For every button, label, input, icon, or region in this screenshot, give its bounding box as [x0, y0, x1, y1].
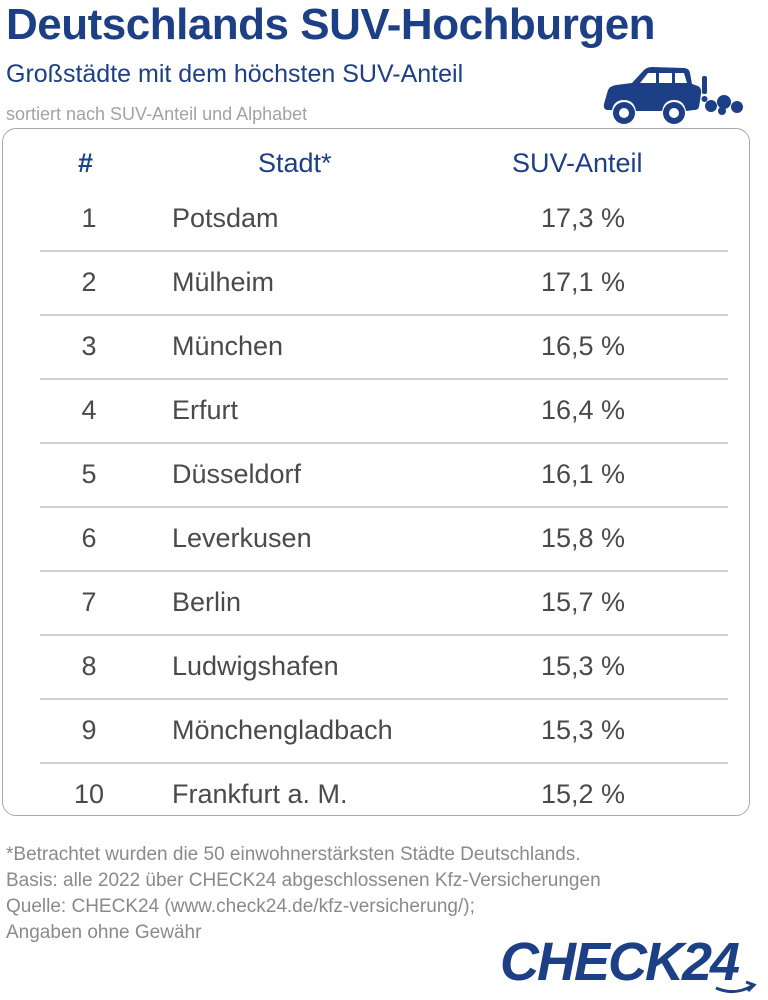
rank-cell: 5 — [81, 459, 97, 489]
row-divider — [40, 250, 728, 252]
share-cell: 16,4 % — [540, 395, 626, 425]
suv-car-icon — [603, 67, 743, 124]
column-header-city: Stadt* — [258, 148, 332, 178]
column-header-rank: # — [78, 148, 94, 178]
row-divider — [40, 378, 728, 380]
share-cell: 16,5 % — [540, 331, 626, 361]
column-header-share: SUV-Anteil — [512, 148, 643, 178]
row-divider — [40, 314, 728, 316]
city-cell: Ludwigshafen — [172, 651, 339, 681]
city-cell: Berlin — [172, 587, 242, 617]
ranking-table — [2, 128, 750, 816]
table-row: 3 München 16,5 % — [0, 314, 768, 378]
share-cell: 15,3 % — [540, 715, 626, 745]
footnote-line: *Betrachtet wurden die 50 einwohnerstärk… — [6, 844, 581, 865]
rank-cell: 2 — [81, 267, 97, 297]
check24-logo: CHECK24 — [500, 932, 757, 993]
row-divider — [40, 698, 728, 700]
table-row: 7 Berlin 15,7 % — [0, 570, 768, 634]
rank-cell: 4 — [81, 395, 97, 425]
table-row: 8 Ludwigshafen 15,3 % — [0, 634, 768, 698]
share-cell: 17,1 % — [540, 267, 626, 297]
share-cell: 17,3 % — [540, 203, 626, 233]
row-divider — [40, 570, 728, 572]
page-subtitle: Großstädte mit dem höchsten SUV-Anteil — [6, 60, 464, 88]
rank-cell: 6 — [81, 523, 97, 553]
rank-cell: 8 — [81, 651, 97, 681]
row-divider — [40, 634, 728, 636]
share-cell: 15,2 % — [540, 779, 626, 809]
city-cell: München — [172, 331, 284, 361]
footnote-line: Angaben ohne Gewähr — [6, 922, 202, 943]
table-row: 1 Potsdam 17,3 % — [0, 186, 768, 250]
rank-cell: 7 — [81, 587, 97, 617]
city-cell: Erfurt — [172, 395, 239, 425]
row-divider — [40, 762, 728, 764]
city-cell: Potsdam — [172, 203, 279, 233]
row-divider — [40, 506, 728, 508]
table-row: 2 Mülheim 17,1 % — [0, 250, 768, 314]
share-cell: 15,7 % — [540, 587, 626, 617]
table-row: 10 Frankfurt a. M. 15,2 % — [0, 762, 768, 826]
city-cell: Düsseldorf — [172, 459, 302, 489]
table-row: 5 Düsseldorf 16,1 % — [0, 442, 768, 506]
share-cell: 16,1 % — [540, 459, 626, 489]
rank-cell: 9 — [81, 715, 97, 745]
footnote-line: Basis: alle 2022 über CHECK24 abgeschlos… — [6, 870, 601, 891]
sort-note: sortiert nach SUV-Anteil und Alphabet — [6, 104, 308, 124]
page-title: Deutschlands SUV-Hochburgen — [6, 0, 656, 49]
check24-logo-text: CHECK24 — [500, 932, 740, 992]
table-row: 4 Erfurt 16,4 % — [0, 378, 768, 442]
city-cell: Leverkusen — [172, 523, 312, 553]
table-row: 9 Mönchengladbach 15,3 % — [0, 698, 768, 762]
share-cell: 15,8 % — [540, 523, 626, 553]
footnote-line: Quelle: CHECK24 (www.check24.de/kfz-vers… — [6, 896, 475, 917]
city-cell: Frankfurt a. M. — [172, 779, 348, 809]
rank-cell: 3 — [81, 331, 97, 361]
city-cell: Mönchengladbach — [172, 715, 393, 745]
rank-cell: 10 — [73, 779, 105, 809]
row-divider — [40, 442, 728, 444]
table-row: 6 Leverkusen 15,8 % — [0, 506, 768, 570]
footnote-block: *Betrachtet wurden die 50 einwohnerstärk… — [6, 842, 601, 946]
share-cell: 15,3 % — [540, 651, 626, 681]
rank-cell: 1 — [81, 203, 97, 233]
city-cell: Mülheim — [172, 267, 275, 297]
